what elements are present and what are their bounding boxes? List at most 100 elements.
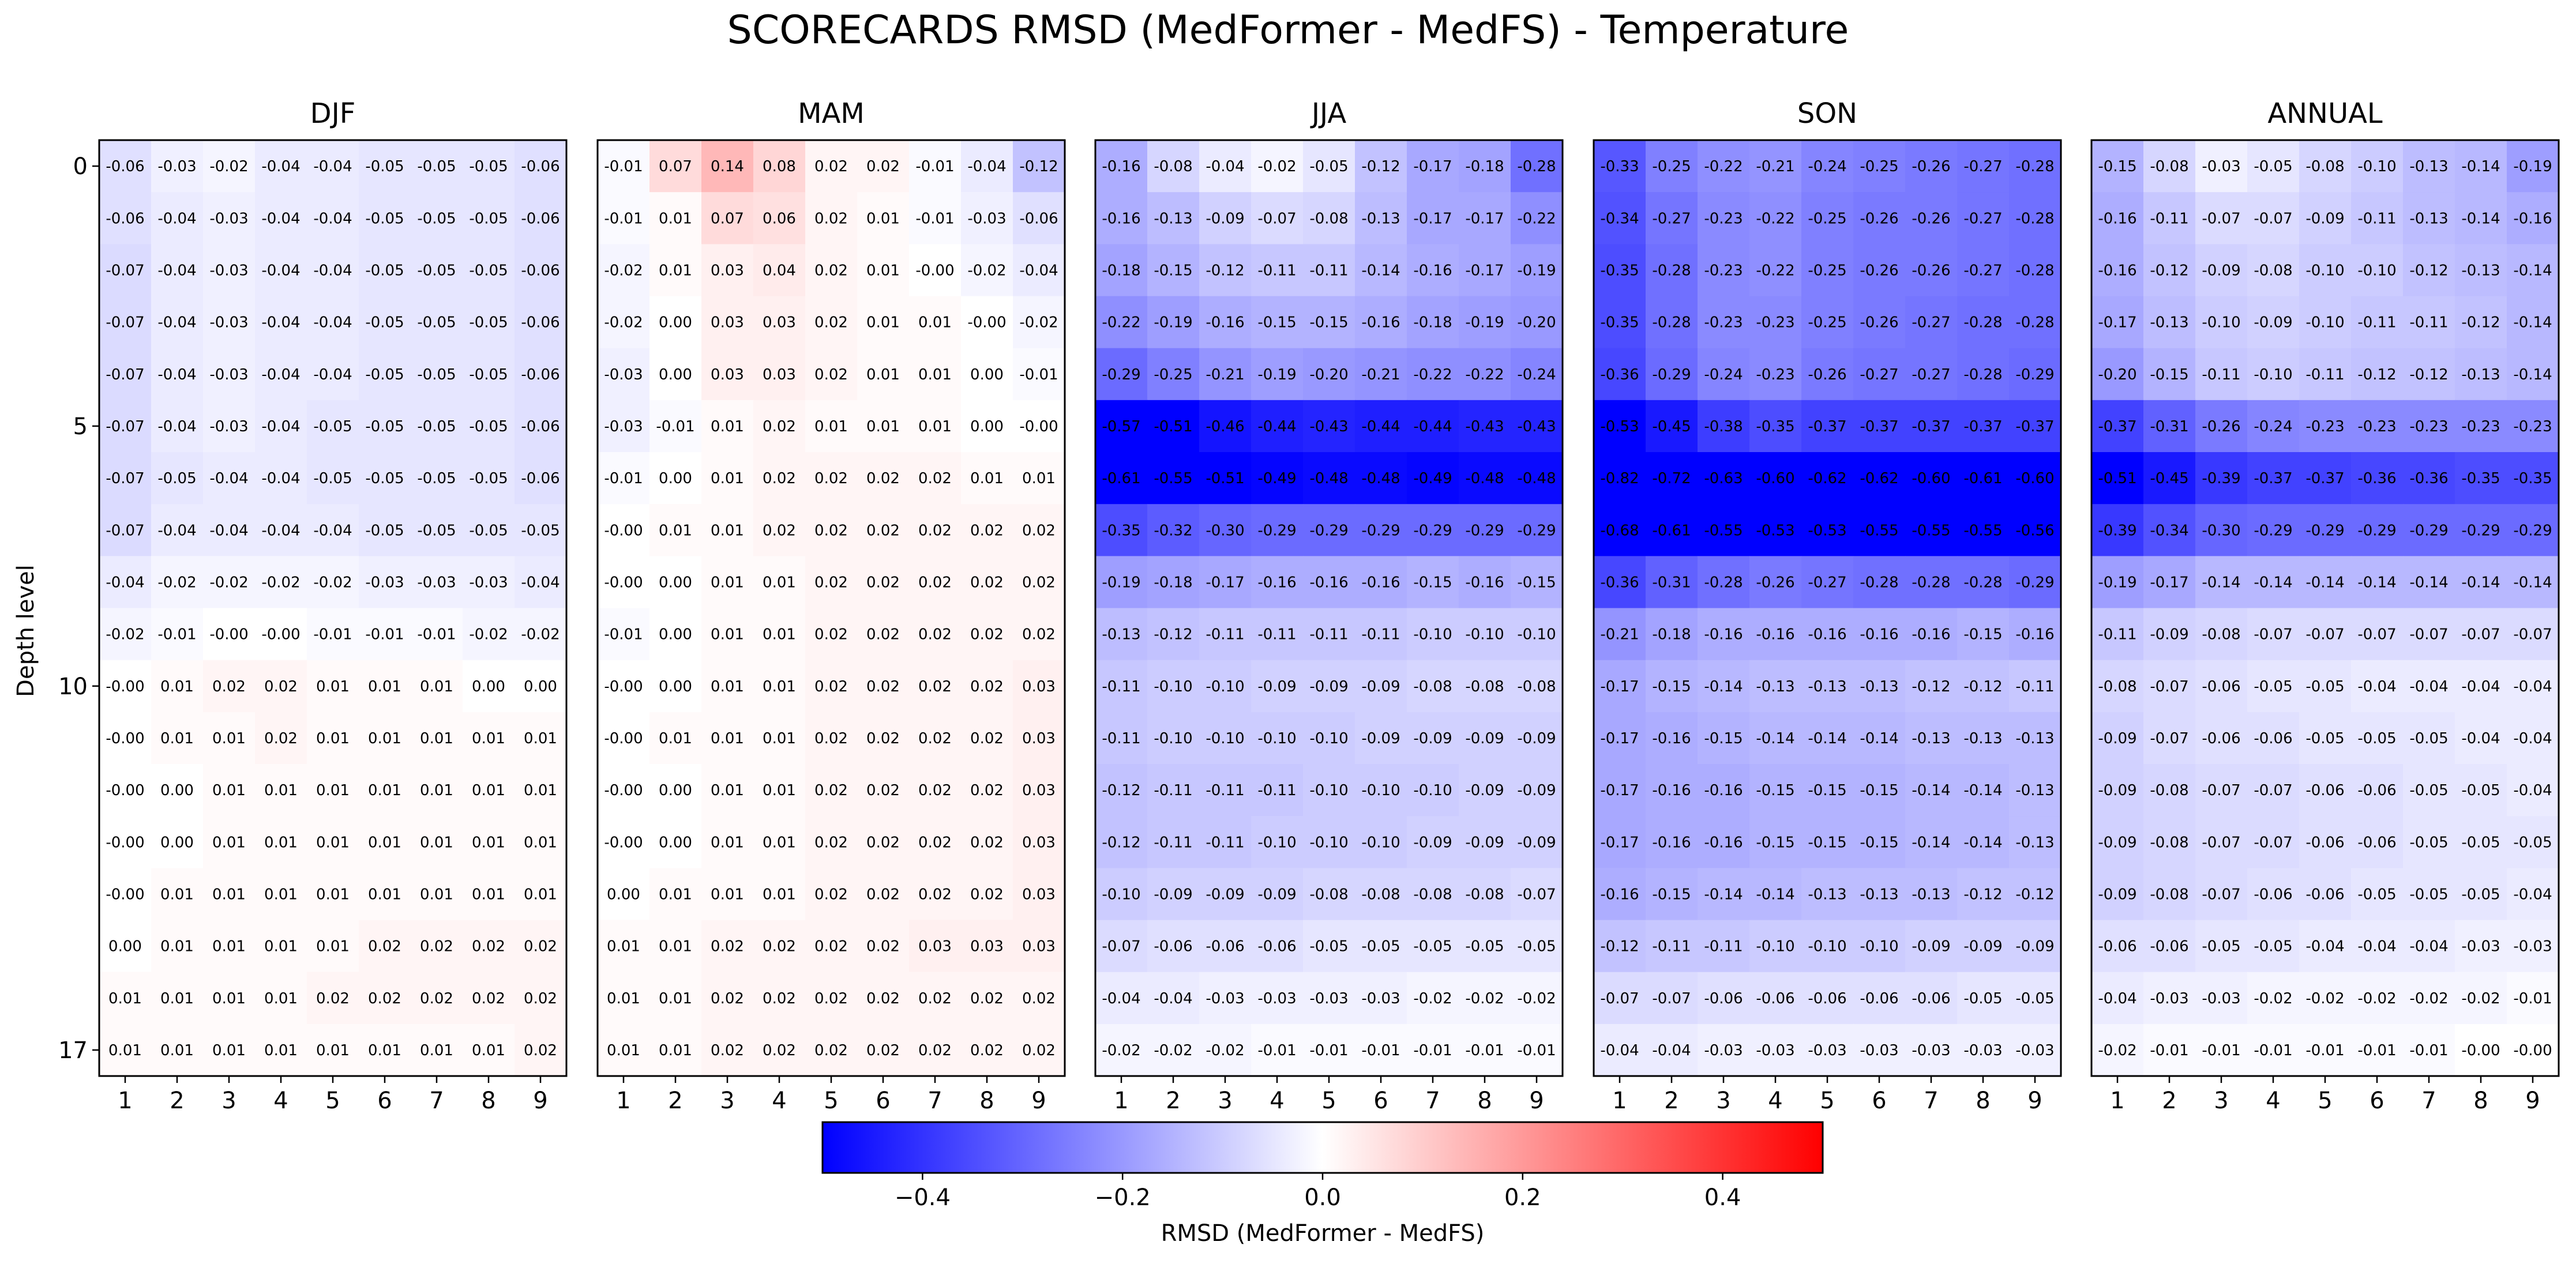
heatmap-cell xyxy=(1407,608,1459,661)
heatmap-cell xyxy=(1853,816,1906,868)
heatmap-cell xyxy=(2143,140,2196,193)
heatmap-cell xyxy=(1355,296,1407,349)
x-tick-label: 8 xyxy=(2473,1088,2488,1114)
heatmap-cell xyxy=(649,660,702,713)
heatmap-cell xyxy=(2009,972,2061,1025)
heatmap-cell xyxy=(2507,192,2559,244)
cell-label: -0.15 xyxy=(1860,834,1898,851)
heatmap-cell xyxy=(1303,1024,1355,1077)
x-tick-label: 7 xyxy=(1425,1088,1440,1114)
cell-label: -0.11 xyxy=(1652,938,1691,955)
x-tick-label: 4 xyxy=(273,1088,288,1114)
cell-label: -0.01 xyxy=(2150,1042,2188,1059)
heatmap-cell xyxy=(2351,920,2404,973)
cell-label: -0.05 xyxy=(1413,938,1452,955)
heatmap-cell xyxy=(1095,816,1148,868)
cell-label: -0.00 xyxy=(604,678,643,695)
cell-label: 0.01 xyxy=(160,678,194,695)
heatmap-cell xyxy=(701,452,754,505)
heatmap-cell xyxy=(1013,504,1065,556)
heatmap-cell xyxy=(1646,608,1698,661)
cell-label: -0.03 xyxy=(1206,990,1244,1007)
heatmap-cell xyxy=(99,868,152,921)
cell-label: -0.15 xyxy=(1860,782,1898,799)
cell-label: -0.37 xyxy=(1963,418,2002,435)
cell-label: 0.00 xyxy=(970,418,1004,435)
cell-label: -0.26 xyxy=(1860,210,1898,227)
cell-label: -0.14 xyxy=(1704,886,1743,903)
heatmap-cell xyxy=(99,920,152,973)
cell-label: -0.06 xyxy=(2305,782,2344,799)
cell-label: -0.03 xyxy=(209,262,248,279)
cell-label: 0.02 xyxy=(472,938,505,955)
cell-label: 0.03 xyxy=(763,366,796,383)
x-tick-label: 1 xyxy=(118,1088,132,1114)
cell-label: -0.15 xyxy=(1517,574,1556,591)
heatmap-cell xyxy=(1905,764,1958,817)
heatmap-cell xyxy=(649,140,702,193)
heatmap-cell xyxy=(909,348,962,401)
heatmap-cell xyxy=(2507,660,2559,713)
cell-label: -0.26 xyxy=(1912,158,1950,175)
cell-label: -0.16 xyxy=(1600,886,1639,903)
heatmap-cell xyxy=(1355,400,1407,453)
heatmap-cell xyxy=(2143,348,2196,401)
cell-label: -0.14 xyxy=(2409,574,2448,591)
heatmap-cell xyxy=(805,504,858,556)
cell-label: -0.07 xyxy=(2513,626,2552,644)
heatmap-cell xyxy=(598,972,650,1025)
heatmap-cell xyxy=(2299,140,2352,193)
cell-label: -0.19 xyxy=(2513,158,2552,175)
heatmap-cell xyxy=(2195,712,2248,765)
cell-label: -0.16 xyxy=(1652,730,1691,747)
heatmap-cell xyxy=(307,244,359,297)
cell-label: -0.04 xyxy=(157,314,196,332)
cell-label: -0.02 xyxy=(2357,990,2396,1007)
heatmap-cell xyxy=(2351,1024,2404,1077)
cell-label: -0.10 xyxy=(2202,314,2240,332)
heatmap-cell xyxy=(753,712,806,765)
heatmap-cell xyxy=(2403,452,2455,505)
heatmap-cell xyxy=(1749,400,1802,453)
cell-label: -0.07 xyxy=(106,522,144,539)
cell-label: -0.09 xyxy=(1309,678,1348,695)
cell-label: -0.14 xyxy=(2513,366,2552,383)
heatmap-cell xyxy=(307,816,359,868)
heatmap-cell xyxy=(2507,296,2559,349)
heatmap-cell xyxy=(2195,660,2248,713)
heatmap-cell xyxy=(1749,608,1802,661)
cell-label: 0.03 xyxy=(1022,782,1056,799)
heatmap-cell xyxy=(515,868,567,921)
heatmap-cell xyxy=(1459,452,1511,505)
heatmap-cell xyxy=(151,712,204,765)
heatmap-cell xyxy=(805,712,858,765)
heatmap-cell xyxy=(203,816,256,868)
cell-label: -0.11 xyxy=(1102,678,1140,695)
heatmap-cell xyxy=(1511,712,1563,765)
heatmap-cell xyxy=(961,192,1013,244)
cell-label: 0.02 xyxy=(866,1042,900,1059)
heatmap-cell xyxy=(99,556,152,609)
heatmap-cell xyxy=(909,296,962,349)
cell-label: 0.01 xyxy=(711,626,744,644)
heatmap-cell xyxy=(2247,140,2300,193)
cell-label: -0.08 xyxy=(1465,678,1504,695)
heatmap-cell xyxy=(2351,244,2404,297)
cell-label: 0.02 xyxy=(970,522,1004,539)
cell-label: -0.02 xyxy=(261,574,300,591)
heatmap-cell xyxy=(1251,348,1304,401)
cell-label: -0.09 xyxy=(1912,938,1950,955)
cell-label: -0.05 xyxy=(1517,938,1556,955)
cell-label: 0.02 xyxy=(524,1042,557,1059)
cell-label: 0.02 xyxy=(814,886,848,903)
heatmap-cell xyxy=(1199,660,1252,713)
heatmap-cell xyxy=(2403,868,2455,921)
heatmap-cell xyxy=(2247,244,2300,297)
cell-label: -0.28 xyxy=(1963,314,2002,332)
heatmap-cell xyxy=(463,816,515,868)
heatmap-cell xyxy=(1459,244,1511,297)
heatmap-cell xyxy=(2195,816,2248,868)
cell-label: -0.51 xyxy=(1206,470,1244,487)
heatmap-cell xyxy=(2299,348,2352,401)
cell-label: -0.05 xyxy=(1309,938,1348,955)
